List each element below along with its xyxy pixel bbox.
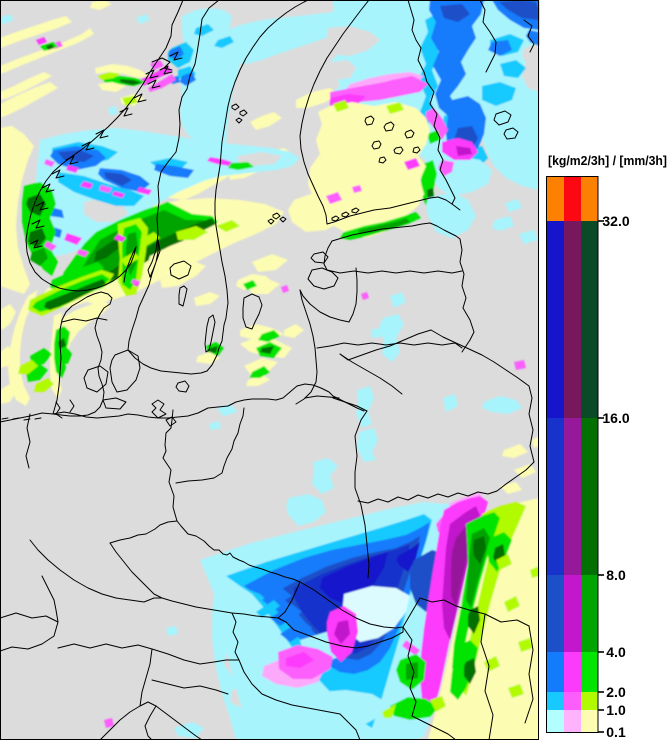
svg-text:0.1: 0.1 bbox=[606, 724, 626, 740]
svg-text:2.0: 2.0 bbox=[606, 684, 626, 700]
svg-text:16.0: 16.0 bbox=[602, 410, 629, 426]
svg-text:[kg/m2/3h] / [mm/3h]: [kg/m2/3h] / [mm/3h] bbox=[548, 153, 667, 168]
svg-text:4.0: 4.0 bbox=[606, 644, 626, 660]
svg-text:1.0: 1.0 bbox=[606, 702, 626, 718]
svg-text:8.0: 8.0 bbox=[606, 567, 626, 583]
svg-text:32.0: 32.0 bbox=[602, 213, 629, 229]
